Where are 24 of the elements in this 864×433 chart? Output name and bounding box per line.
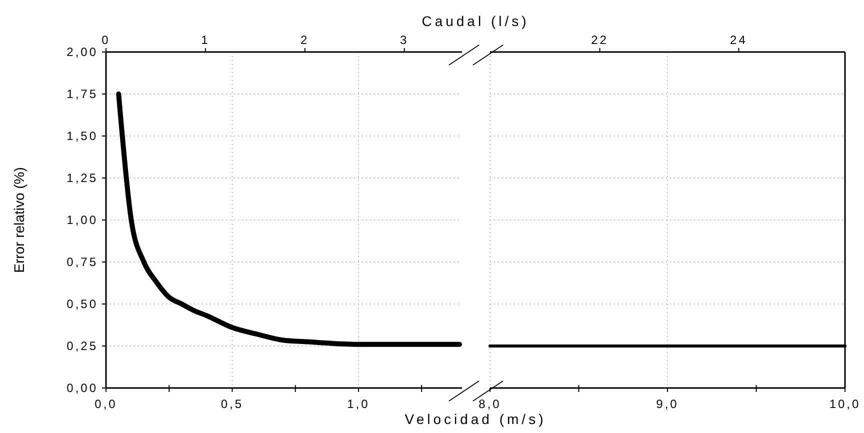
x2-tick-label: 0: [102, 33, 110, 47]
x-tick-label: 8,0: [478, 397, 502, 411]
x2-tick-label: 22: [591, 33, 608, 47]
y-tick-label: 0,25: [66, 339, 98, 353]
y-axis-title: Error relativo (%): [11, 167, 27, 273]
x2-tick-label: 3: [400, 33, 409, 47]
x-tick-label: 9,0: [656, 397, 679, 411]
y-tick-label: 1,00: [66, 213, 98, 227]
y-tick-label: 1,25: [66, 171, 98, 185]
x-tick-label: 1,0: [347, 397, 370, 411]
x-axis-title: Velocidad (m/s): [404, 411, 546, 427]
x-tick-label: 10,0: [829, 397, 861, 411]
x2-axis-title: Caudal (l/s): [422, 13, 530, 29]
x-tick-label: 0,0: [94, 397, 118, 411]
y-tick-label: 0,00: [66, 381, 98, 395]
y-tick-label: 2,00: [66, 45, 98, 59]
y-tick-label: 0,50: [66, 297, 98, 311]
y-tick-label: 1,75: [66, 87, 98, 101]
x2-tick-label: 24: [730, 33, 748, 47]
y-tick-label: 1,50: [66, 129, 98, 143]
x2-tick-label: 2: [300, 33, 310, 47]
y-tick-label: 0,75: [66, 255, 98, 269]
x2-tick-label: 1: [201, 33, 210, 47]
x-tick-label: 0,5: [220, 397, 244, 411]
